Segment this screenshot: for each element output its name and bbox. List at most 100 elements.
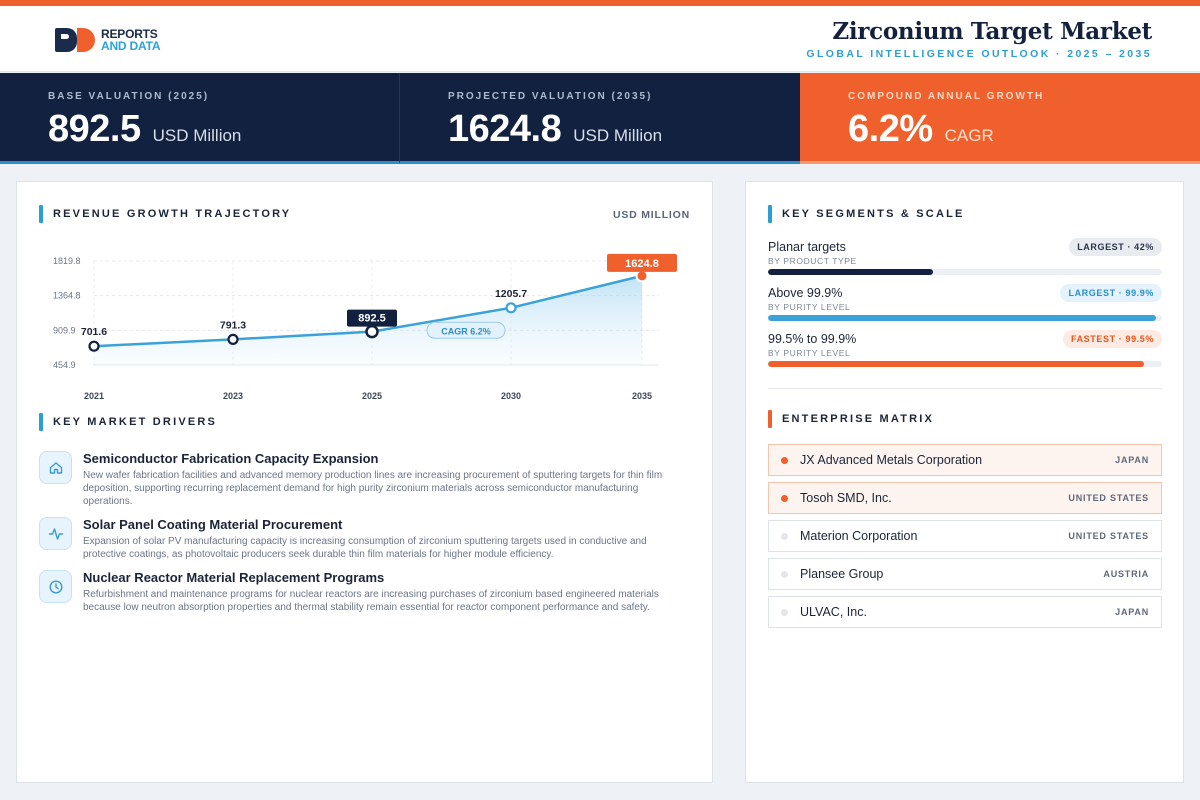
status-dot-icon [781,494,788,502]
enterprise-row[interactable]: Plansee Group AUSTRIA [768,558,1162,590]
enterprise-country: UNITED STATES [1068,531,1149,541]
status-dot-icon [781,532,788,540]
segment-badge: LARGEST · 42% [1069,238,1162,256]
data-point [505,302,517,314]
enterprise-name: Plansee Group [800,567,884,581]
value-callout [607,253,677,272]
kpi-value: 6.2% [848,108,933,150]
driver-title: Solar Panel Coating Material Procurement [83,517,343,532]
segment-name: Above 99.9% [768,286,843,300]
top-accent-bar [0,0,1200,6]
kpi-strip: BASE VALUATION (2025) 892.5 USD Million … [0,73,1200,164]
reports-and-data-logo[interactable]: REPORTS AND DATA [55,28,160,52]
driver-title: Nuclear Reactor Material Replacement Pro… [83,570,385,585]
enterprise-row[interactable]: Materion Corporation UNITED STATES [768,520,1162,552]
segment-type: BY PURITY LEVEL [768,302,851,312]
segments-section-title: KEY SEGMENTS & SCALE [768,205,965,223]
y-tick-label: 454.9 [53,360,76,370]
segment-badge: LARGEST · 99.9% [1060,284,1162,302]
segment-bar-track [768,269,1162,275]
enterprise-country: JAPAN [1115,607,1149,617]
y-tick-label: 909.9 [53,325,76,335]
kpi-unit: USD Million [573,126,663,145]
data-point [635,269,649,283]
kpi-base-valuation: BASE VALUATION (2025) 892.5 USD Million [0,73,400,164]
enterprise-country: JAPAN [1115,455,1149,465]
data-label: 892.5 [358,313,386,325]
driver-title: Semiconductor Fabrication Capacity Expan… [83,451,379,466]
data-label: 701.6 [81,326,107,338]
enterprise-row[interactable]: ULVAC, Inc. JAPAN [768,596,1162,628]
logo-mark-icon [55,28,97,52]
kpi-label: BASE VALUATION (2025) [48,91,210,102]
segment-bar-fill [768,269,934,275]
cagr-pill-label: CAGR 6.2% [441,326,491,336]
revenue-chart: 1819.8 1364.8 909.9 454.9 2021 2023 2025 2030 20… [39,242,694,407]
page-subtitle: GLOBAL INTELLIGENCE OUTLOOK · 2025 – 203… [806,48,1152,60]
segment-bar-track [768,315,1162,321]
segment-type: BY PURITY LEVEL [768,348,851,358]
x-tick-label: 2021 [84,391,104,401]
driver-text: New wafer fabrication facilities and adv… [83,470,663,507]
enterprise-row[interactable]: JX Advanced Metals Corporation JAPAN [768,444,1162,476]
y-tick-label: 1819.8 [53,256,81,266]
kpi-unit: CAGR [944,126,994,145]
status-dot-icon [781,608,788,616]
page-title: Zirconium Target Market [832,18,1152,45]
enterprise-name: ULVAC, Inc. [800,605,867,619]
kpi-label: PROJECTED VALUATION (2035) [448,91,653,102]
kpi-value: 1624.8 [448,108,562,150]
enterprise-row[interactable]: Tosoh SMD, Inc. UNITED STATES [768,482,1162,514]
value-callout [347,309,397,327]
segment-badge: FASTEST · 99.5% [1062,330,1162,348]
driver-text: Expansion of solar PV manufacturing capa… [83,536,647,560]
enterprise-name: JX Advanced Metals Corporation [800,453,983,467]
x-tick-label: 2025 [362,391,382,401]
enterprise-country: AUSTRIA [1103,569,1149,579]
kpi-unit: USD Million [152,126,242,145]
revenue-section-title: REVENUE GROWTH TRAJECTORY [39,205,291,223]
data-label: 791.3 [220,319,246,331]
x-tick-label: 2030 [501,391,521,401]
segment-bar-fill [768,315,1157,321]
driver-text: Refurbishment and maintenance programs f… [83,589,659,613]
left-panel: REVENUE GROWTH TRAJECTORY USD MILLION 18… [16,181,713,783]
x-tick-label: 2035 [632,391,652,401]
logo-line2: AND DATA [101,39,161,53]
segment-bar-fill [768,361,1145,367]
activity-icon [39,517,72,550]
drivers-section-title: KEY MARKET DRIVERS [39,413,217,431]
revenue-chart-svg: 1819.8 1364.8 909.9 454.9 2021 2023 2025 2030 20… [53,253,677,401]
kpi-label: COMPOUND ANNUAL GROWTH [848,91,1045,102]
right-panel: KEY SEGMENTS & SCALE Planar targets BY PR… [745,181,1184,783]
segment-item: Above 99.9% BY PURITY LEVEL LARGEST · 99.9… [768,284,1162,321]
segment-item: Planar targets BY PRODUCT TYPE LARGEST · 4… [768,238,1162,275]
header: REPORTS AND DATA Zirconium Target Market… [0,6,1200,72]
segment-name: Planar targets [768,240,846,254]
kpi-projected-valuation: PROJECTED VALUATION (2035) 1624.8 USD Mi… [400,73,800,164]
data-label: 1205.7 [495,288,527,300]
y-tick-label: 1364.8 [53,291,81,301]
title-block: Zirconium Target Market GLOBAL INTELLIGE… [806,18,1152,60]
status-dot-icon [781,456,788,464]
x-tick-label: 2023 [223,391,243,401]
segment-bar-track [768,361,1162,367]
divider [768,388,1162,389]
kpi-cagr: COMPOUND ANNUAL GROWTH 6.2% CAGR [800,73,1200,164]
data-point [88,340,100,352]
segment-item: 99.5% to 99.9% BY PURITY LEVEL FASTEST · 9… [768,330,1162,367]
enterprise-name: Materion Corporation [800,529,918,543]
status-dot-icon [781,570,788,578]
data-point [365,324,379,339]
enterprise-section-title: ENTERPRISE MATRIX [768,410,934,428]
logo-line1: REPORTS [101,27,158,41]
clock-icon [39,570,72,603]
enterprise-country: UNITED STATES [1068,493,1149,503]
data-point [227,333,239,345]
segment-name: 99.5% to 99.9% [768,332,857,346]
unit-tag: USD MILLION [612,209,690,221]
enterprise-name: Tosoh SMD, Inc. [800,491,892,505]
data-label: 1624.8 [625,258,659,270]
cagr-pill [426,321,506,339]
home-icon [39,451,72,484]
